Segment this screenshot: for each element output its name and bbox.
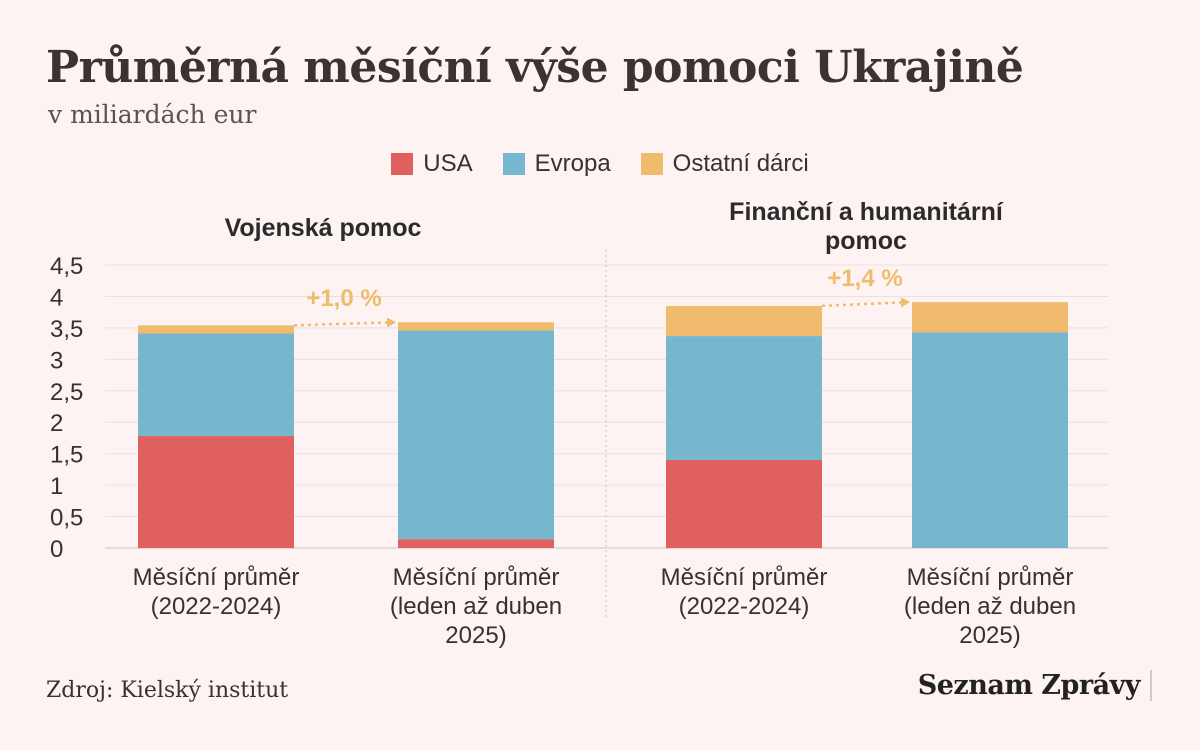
bar-segment-ostatní-dárci (666, 305, 822, 337)
x-category-label: Měsíční průměr (133, 564, 300, 591)
x-category-label: Měsíční průměr (393, 564, 560, 591)
legend-label-evropa: Evropa (534, 150, 611, 177)
y-tick-label: 2,5 (50, 379, 83, 406)
growth-arrow (821, 297, 910, 308)
brand-logo: Seznam Zprávy (918, 670, 1152, 701)
panel-title: Vojenská pomoc (225, 214, 422, 242)
bar-segment-ostatní-dárci (912, 302, 1068, 333)
legend-swatch-ostatni (640, 153, 663, 175)
legend-item-ostatni: Ostatní dárci (640, 150, 809, 178)
growth-annotation: +1,4 % (827, 265, 902, 292)
legend-swatch-usa (391, 153, 414, 175)
bar-segment-usa (138, 436, 294, 548)
bar-segment-ostatní-dárci (138, 325, 294, 334)
legend-swatch-evropa (502, 153, 525, 175)
legend-item-evropa: Evropa (502, 150, 611, 178)
x-category-label: Měsíční průměr (661, 564, 828, 591)
legend-item-usa: USA (391, 150, 473, 178)
y-tick-label: 1,5 (50, 442, 83, 469)
legend: USA Evropa Ostatní dárci (0, 150, 1200, 178)
y-tick-label: 3,5 (50, 316, 83, 343)
chart-title: Průměrná měsíční výše pomoci Ukrajině (46, 42, 1024, 93)
source-note: Zdroj: Kielský institut (46, 678, 289, 703)
y-tick-label: 3 (50, 347, 63, 374)
growth-annotation: +1,0 % (306, 285, 381, 312)
bar-segment-usa (398, 539, 554, 548)
y-tick-label: 4 (50, 284, 63, 311)
panel-title: Finanční a humanitární (729, 198, 1004, 226)
x-category-label: (leden až duben (904, 593, 1076, 620)
bar-segment-usa (666, 459, 822, 548)
chart-subtitle: v miliardách eur (48, 100, 257, 129)
y-tick-label: 4,5 (50, 253, 83, 280)
legend-label-usa: USA (423, 150, 473, 177)
bar-segment-evropa (912, 332, 1068, 548)
panel-title: pomoc (825, 227, 907, 255)
y-tick-label: 1 (50, 473, 63, 500)
x-category-label: 2025) (959, 622, 1020, 649)
y-tick-label: 0 (50, 536, 63, 563)
x-category-label: 2025) (445, 622, 506, 649)
y-tick-label: 0,5 (50, 505, 83, 532)
bar-segment-evropa (138, 333, 294, 437)
growth-arrow (293, 317, 396, 328)
bar-segment-ostatní-dárci (398, 322, 554, 331)
bar-segment-evropa (666, 336, 822, 460)
x-category-label: (leden až duben (390, 593, 562, 620)
x-category-label: (2022-2024) (151, 593, 282, 620)
x-category-label: Měsíční průměr (907, 564, 1074, 591)
x-category-label: (2022-2024) (679, 593, 810, 620)
legend-label-ostatni: Ostatní dárci (672, 150, 809, 177)
y-tick-label: 2 (50, 410, 63, 437)
bar-segment-evropa (398, 330, 554, 540)
